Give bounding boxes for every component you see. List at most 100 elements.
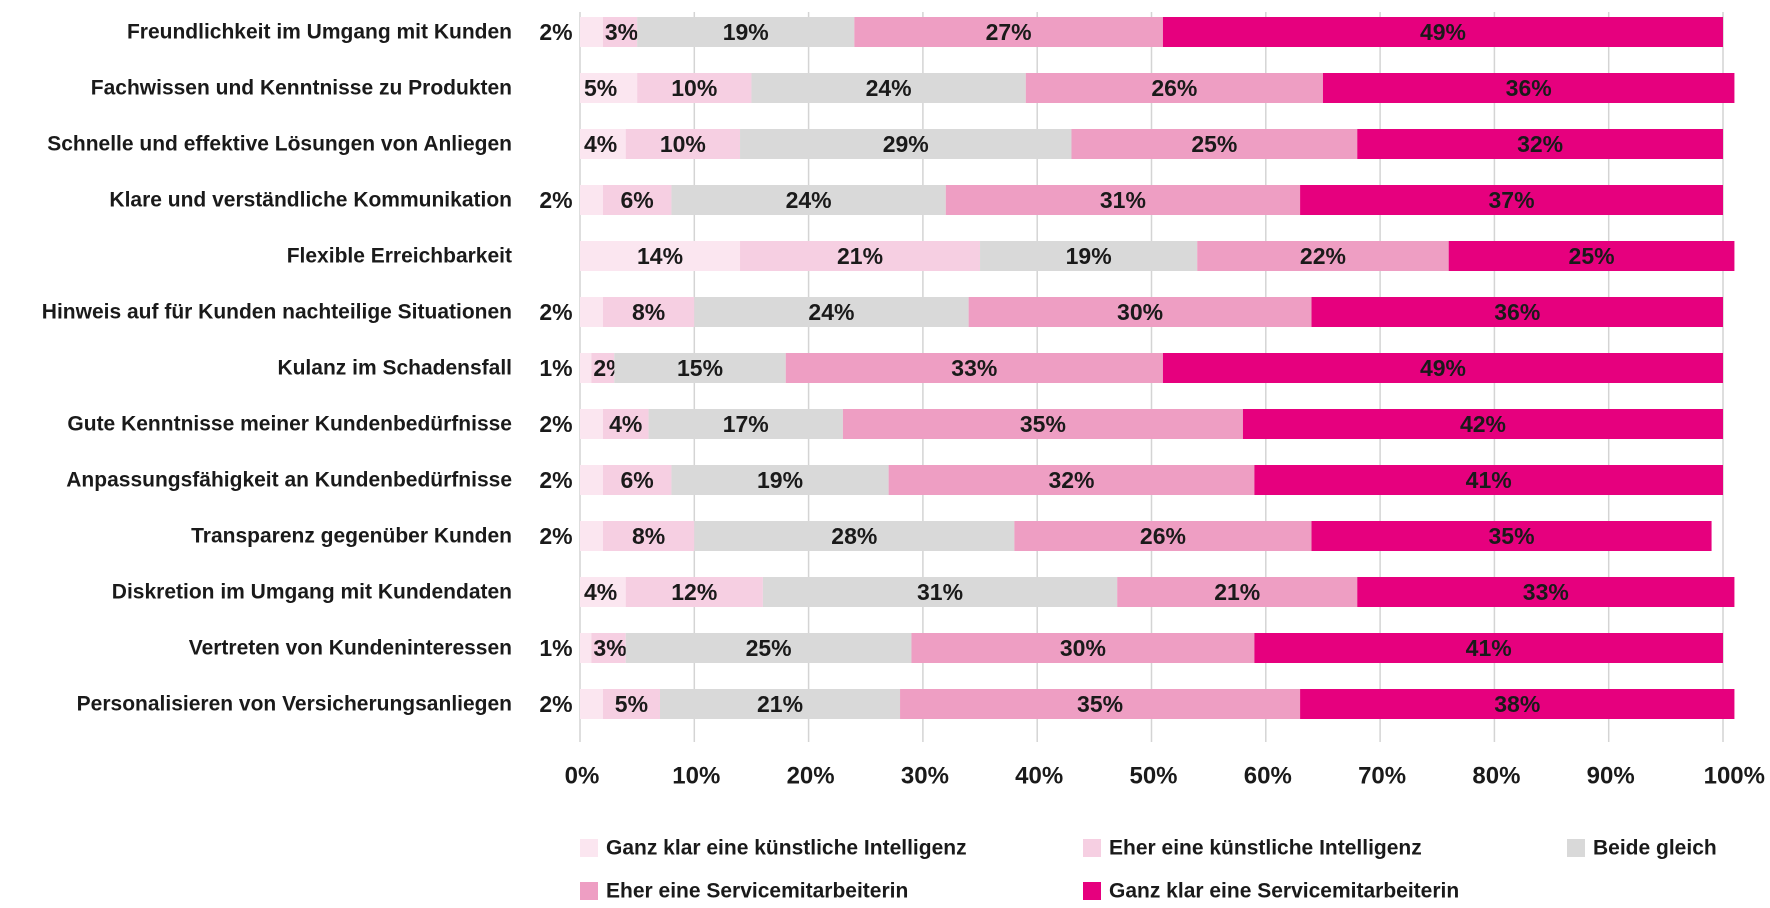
bar-segment <box>694 521 1015 551</box>
data-label: 24% <box>808 299 854 325</box>
bar-segment <box>580 129 626 159</box>
data-label: 42% <box>1460 411 1506 437</box>
legend-swatch <box>1567 839 1585 857</box>
data-label: 37% <box>1489 187 1535 213</box>
category-label: Kulanz im Schadensfall <box>277 357 512 380</box>
category-label: Hinweis auf für Kunden nachteilige Situa… <box>42 301 512 324</box>
bar-segment <box>625 129 741 159</box>
category-label: Diskretion im Umgang mit Kundendaten <box>112 581 512 604</box>
data-label: 2% <box>539 691 572 717</box>
data-label: 10% <box>660 131 706 157</box>
data-label: 41% <box>1466 467 1512 493</box>
data-label: 6% <box>621 467 654 493</box>
data-label: 33% <box>951 355 997 381</box>
bar-segment <box>751 73 1026 103</box>
legend-swatch <box>1083 882 1101 900</box>
bar-segment <box>602 297 695 327</box>
bar-segment <box>1025 73 1323 103</box>
bar-segment <box>945 185 1301 215</box>
bar-segment <box>1162 17 1723 47</box>
bar-segment <box>854 17 1163 47</box>
bar-segment <box>980 241 1198 271</box>
bar-segment <box>1242 409 1723 439</box>
bar-segment <box>580 521 603 551</box>
data-label: 2% <box>539 299 572 325</box>
data-label: 30% <box>1060 635 1106 661</box>
data-label: 22% <box>1300 243 1346 269</box>
bar-segment <box>580 689 603 719</box>
data-label: 2% <box>539 19 572 45</box>
bar-segment <box>591 353 615 383</box>
category-label: Anpassungsfähigkeit an Kundenbedürfnisse <box>66 469 512 492</box>
data-label: 1% <box>539 355 572 381</box>
bar-segment <box>740 241 981 271</box>
data-label: 31% <box>1100 187 1146 213</box>
data-label: 8% <box>632 523 665 549</box>
bar-segment <box>1014 521 1312 551</box>
data-label: 38% <box>1494 691 1540 717</box>
bar-segment <box>580 185 603 215</box>
bar-segment <box>602 465 672 495</box>
bar-segment <box>740 129 1072 159</box>
category-label: Schnelle und effektive Lösungen von Anli… <box>47 133 512 156</box>
bar-segment <box>1162 353 1723 383</box>
legend-label: Ganz klar eine Servicemitarbeiterin <box>1109 880 1459 903</box>
data-label: 32% <box>1517 131 1563 157</box>
data-label: 29% <box>883 131 929 157</box>
category-label: Transparenz gegenüber Kunden <box>191 525 512 548</box>
x-tick-label: 100% <box>1704 763 1765 790</box>
bar-segment <box>602 17 638 47</box>
category-label: Flexible Erreichbarkeit <box>287 245 512 268</box>
data-label: 5% <box>584 75 617 101</box>
data-label: 24% <box>866 75 912 101</box>
category-label: Gute Kenntnisse meiner Kundenbedürfnisse <box>67 413 512 436</box>
x-tick-label: 70% <box>1358 763 1406 790</box>
category-label: Vertreten von Kundeninteressen <box>189 637 512 660</box>
bar-segment <box>625 633 912 663</box>
data-label: 25% <box>746 635 792 661</box>
category-label: Freundlichkeit im Umgang mit Kunden <box>127 21 512 44</box>
x-axis: 0% 10% 20% 30% 40% 50% 60% 70% 80% 90% 100% <box>565 763 1765 790</box>
bar-segment <box>671 465 889 495</box>
legend-label: Eher eine Servicemitarbeiterin <box>606 880 908 903</box>
bars: 2% 3% 19% 27% 49% 5% 10% 24% 26% 36% 4% 10% 29% 25% 32… <box>539 17 1735 719</box>
data-label: 31% <box>917 579 963 605</box>
bar-segment <box>580 633 592 663</box>
category-label: Personalisieren von Versicherungsanliege… <box>77 693 512 716</box>
data-label: 6% <box>621 187 654 213</box>
x-tick-label: 10% <box>672 763 720 790</box>
category-label: Fachwissen und Kenntnisse zu Produkten <box>91 77 512 100</box>
data-label: 28% <box>831 523 877 549</box>
legend-swatch <box>1083 839 1101 857</box>
bar-segment <box>660 689 901 719</box>
bar-segment <box>1300 689 1735 719</box>
data-label: 5% <box>615 691 648 717</box>
x-tick-label: 40% <box>1015 763 1063 790</box>
data-label: 15% <box>677 355 723 381</box>
data-label: 36% <box>1494 299 1540 325</box>
data-label: 19% <box>1066 243 1112 269</box>
legend-swatch <box>580 882 598 900</box>
legend-label: Ganz klar eine künstliche Intelligenz <box>606 837 967 860</box>
data-label: 26% <box>1151 75 1197 101</box>
bar-segment <box>637 17 855 47</box>
data-label: 30% <box>1117 299 1163 325</box>
data-label: 2% <box>539 411 572 437</box>
data-label: 35% <box>1020 411 1066 437</box>
bar-segment <box>1254 465 1723 495</box>
data-label: 49% <box>1420 355 1466 381</box>
bar-segment <box>580 409 603 439</box>
bar-segment <box>1117 577 1358 607</box>
data-label: 25% <box>1191 131 1237 157</box>
data-label: 2% <box>539 187 572 213</box>
data-label: 27% <box>986 19 1032 45</box>
x-tick-label: 90% <box>1587 763 1635 790</box>
bar-segment <box>580 73 638 103</box>
bar-segment <box>842 409 1243 439</box>
x-tick-label: 20% <box>787 763 835 790</box>
bar-segment <box>580 241 741 271</box>
data-label: 4% <box>584 131 617 157</box>
bar-segment <box>694 297 969 327</box>
data-label: 26% <box>1140 523 1186 549</box>
x-tick-label: 0% <box>565 763 600 790</box>
